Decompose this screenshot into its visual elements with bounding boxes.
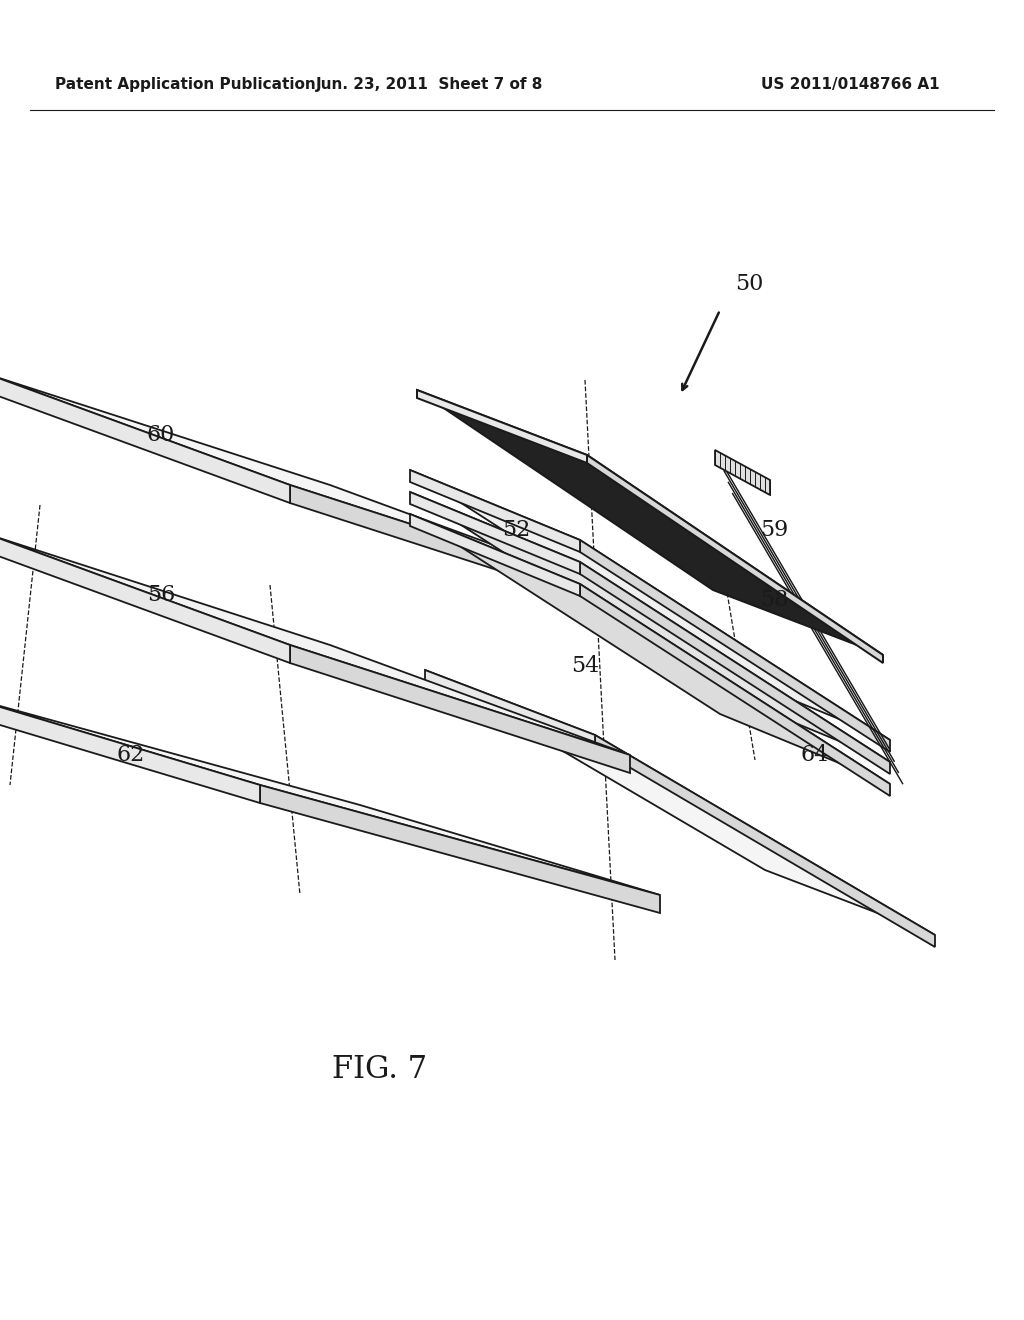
- Polygon shape: [410, 492, 580, 574]
- Polygon shape: [0, 696, 260, 803]
- Text: 50: 50: [735, 273, 763, 294]
- Text: 52: 52: [502, 519, 530, 541]
- Text: FIG. 7: FIG. 7: [333, 1055, 428, 1085]
- Polygon shape: [410, 470, 580, 552]
- Polygon shape: [0, 696, 660, 895]
- Text: 59: 59: [760, 519, 788, 541]
- Polygon shape: [417, 389, 587, 463]
- Text: 64: 64: [800, 744, 828, 766]
- Polygon shape: [417, 389, 883, 655]
- Polygon shape: [410, 470, 890, 741]
- Text: 56: 56: [146, 583, 175, 606]
- Text: US 2011/0148766 A1: US 2011/0148766 A1: [761, 78, 939, 92]
- Text: 60: 60: [146, 424, 175, 446]
- Polygon shape: [290, 645, 630, 774]
- Polygon shape: [587, 455, 883, 663]
- Polygon shape: [580, 583, 890, 796]
- Polygon shape: [580, 562, 890, 774]
- Polygon shape: [260, 785, 660, 913]
- Text: 62: 62: [117, 744, 145, 766]
- Text: 54: 54: [570, 655, 599, 677]
- Polygon shape: [715, 450, 770, 495]
- Text: 58: 58: [760, 589, 788, 611]
- Polygon shape: [0, 375, 290, 503]
- Text: Patent Application Publication: Patent Application Publication: [55, 78, 315, 92]
- Polygon shape: [595, 735, 935, 946]
- Polygon shape: [410, 492, 890, 762]
- Polygon shape: [425, 671, 935, 935]
- Polygon shape: [410, 513, 890, 784]
- Polygon shape: [425, 671, 595, 747]
- Polygon shape: [0, 535, 290, 663]
- Polygon shape: [0, 535, 630, 755]
- Polygon shape: [290, 484, 630, 612]
- Polygon shape: [580, 540, 890, 752]
- Polygon shape: [0, 375, 630, 595]
- Polygon shape: [410, 513, 580, 597]
- Text: Jun. 23, 2011  Sheet 7 of 8: Jun. 23, 2011 Sheet 7 of 8: [316, 78, 544, 92]
